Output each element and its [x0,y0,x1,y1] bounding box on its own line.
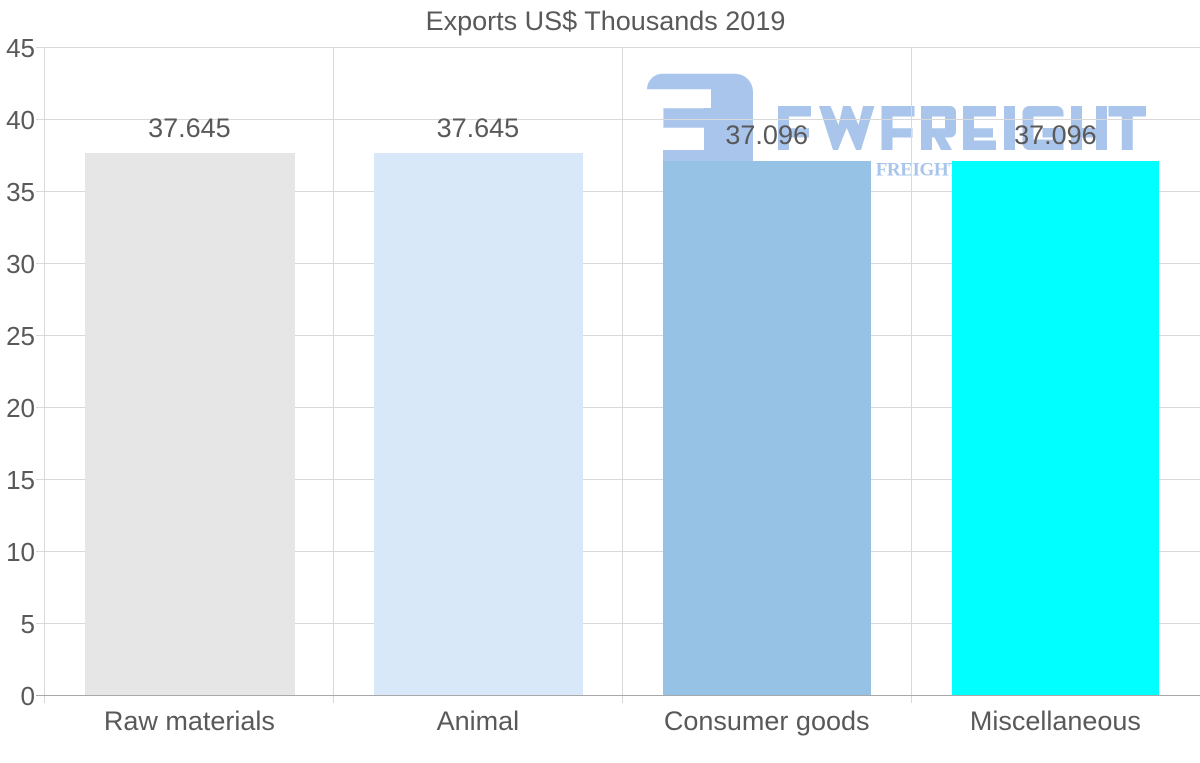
svg-text:FREIGHT: FREIGHT [876,159,962,180]
